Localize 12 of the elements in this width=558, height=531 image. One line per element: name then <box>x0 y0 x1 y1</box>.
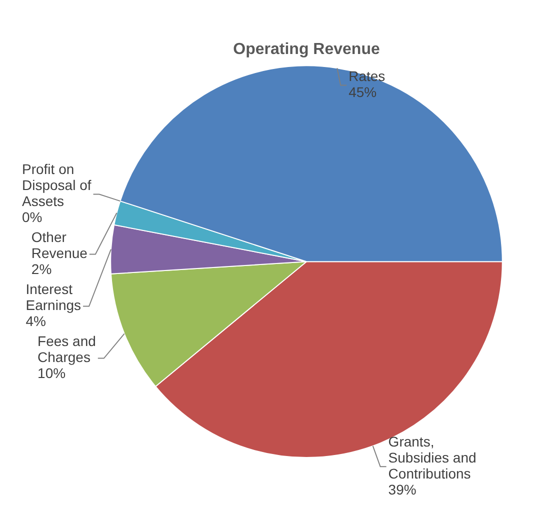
data-label: 2% <box>31 261 52 278</box>
slice-label: Interest Earnings <box>26 281 82 314</box>
data-label: 45% <box>348 84 377 100</box>
slice-label: Fees and Charges <box>38 333 96 366</box>
data-label: 4% <box>26 313 46 330</box>
chart-title: Operating Revenue <box>233 41 380 58</box>
data-label: 10% <box>38 365 66 382</box>
slice-label: Other Revenue <box>31 229 88 262</box>
slice-label: Grants, Subsidies and Contributions <box>388 433 476 482</box>
data-label: 39% <box>388 481 416 498</box>
text: 0% <box>22 209 42 226</box>
category-label: Profit on Disposal of Assets <box>22 161 92 210</box>
